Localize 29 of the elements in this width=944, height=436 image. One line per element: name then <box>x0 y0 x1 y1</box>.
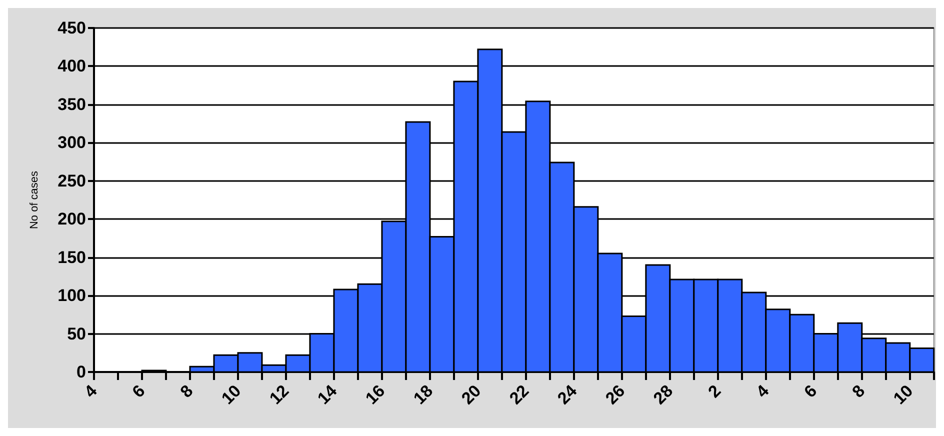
x-tick-label: 26 <box>602 381 629 408</box>
x-tick-label: 20 <box>458 381 485 408</box>
x-tick-label: 4 <box>752 380 774 402</box>
x-tick-label: 6 <box>128 381 149 402</box>
x-tick-label: 28 <box>650 381 677 408</box>
y-tick-label: 50 <box>67 324 86 344</box>
y-tick-label: 100 <box>58 286 86 306</box>
y-tick-label: 150 <box>58 248 86 267</box>
x-tick-label: 10 <box>218 381 245 408</box>
x-tick-label: 6 <box>800 381 821 402</box>
x-tick-label: 12 <box>266 381 293 408</box>
x-tick-label: 22 <box>506 381 533 408</box>
y-tick-label: 450 <box>58 18 86 38</box>
y-tick-label: 200 <box>58 210 86 229</box>
x-tick-label: 2 <box>704 381 725 402</box>
x-tick-label: 14 <box>314 380 342 408</box>
y-tick-label: 350 <box>58 94 86 114</box>
x-tick-label: 16 <box>362 381 389 408</box>
x-tick-label: 10 <box>890 381 917 408</box>
x-tick-label: 18 <box>410 381 437 408</box>
x-tick-label: 4 <box>80 380 102 402</box>
y-axis-title: No of cases <box>28 170 40 230</box>
y-tick-label: 250 <box>58 171 86 190</box>
y-tick-label: 0 <box>76 362 86 382</box>
x-tick-label: 8 <box>848 381 869 402</box>
x-tick-label: 24 <box>554 380 582 408</box>
x-tick-label: 8 <box>176 381 197 402</box>
y-tick-label: 300 <box>58 133 86 152</box>
y-tick-label: 400 <box>58 56 86 76</box>
